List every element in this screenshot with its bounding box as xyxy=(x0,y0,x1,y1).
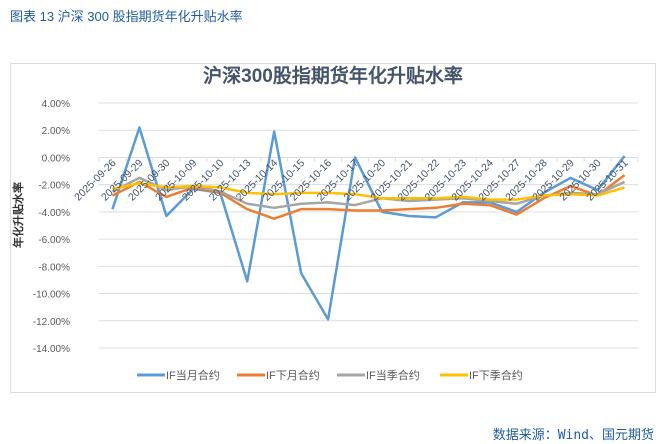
series-line-4 xyxy=(112,182,625,201)
y-tick-label: -8.00% xyxy=(38,262,70,273)
y-tick-label: -12.00% xyxy=(33,317,70,328)
y-tick-label: 4.00% xyxy=(42,99,70,110)
y-tick-label: -14.00% xyxy=(33,344,70,355)
series-line-1 xyxy=(111,126,626,321)
chart-frame xyxy=(10,63,656,393)
y-tick-label: 0.00% xyxy=(42,153,70,164)
y-tick-label: 2.00% xyxy=(42,126,70,137)
y-tick-label: -10.00% xyxy=(33,290,70,301)
figure-caption: 图表 13 沪深 300 股指期货年化升贴水率 xyxy=(10,9,243,24)
chart-title: 沪深300股指期货年化升贴水率 xyxy=(203,64,463,87)
legend-label: IF当季合约 xyxy=(366,368,420,382)
y-axis-label: 年化升贴水率 xyxy=(11,182,25,248)
source-note: 数据来源：Wind、国元期货 xyxy=(492,428,654,443)
legend-label: IF当月合约 xyxy=(166,368,220,382)
y-tick-label: -6.00% xyxy=(38,235,70,246)
y-tick-label: -4.00% xyxy=(38,208,70,219)
legend-label: IF下季合约 xyxy=(469,368,523,382)
y-tick-label: -2.00% xyxy=(38,181,70,192)
series-line-2 xyxy=(111,174,626,220)
legend-label: IF下月合约 xyxy=(266,368,320,382)
